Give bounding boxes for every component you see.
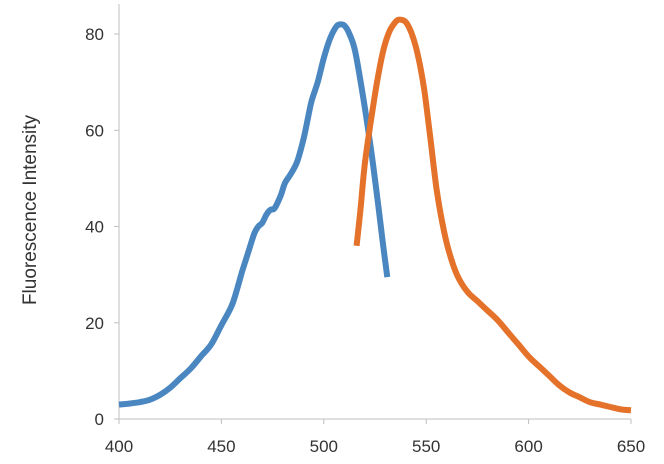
x-tick-label: 650 (617, 437, 645, 456)
x-tick-label: 600 (514, 437, 542, 456)
tick-labels: 400 450 500 550 600 650 0 20 40 60 80 (85, 25, 645, 456)
x-tick-label: 500 (310, 437, 338, 456)
series-layer (118, 16, 632, 414)
axes (114, 4, 632, 424)
series-line-1 (118, 21, 391, 408)
y-tick-label: 80 (85, 25, 104, 44)
x-tick-label: 450 (207, 437, 235, 456)
y-tick-label: 0 (95, 410, 104, 429)
x-tick-label: 550 (412, 437, 440, 456)
y-tick-label: 40 (85, 218, 104, 237)
series-line-2 (353, 16, 632, 414)
y-tick-label: 60 (85, 121, 104, 140)
x-tick-label: 400 (105, 437, 133, 456)
y-tick-label: 20 (85, 314, 104, 333)
y-axis-label: Fluorescence Intensity (20, 114, 41, 305)
